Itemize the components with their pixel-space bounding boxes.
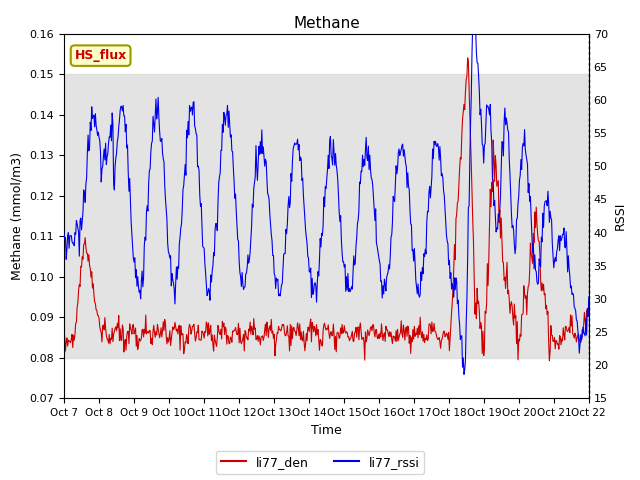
Y-axis label: RSSI: RSSI: [613, 202, 627, 230]
X-axis label: Time: Time: [311, 424, 342, 437]
Text: HS_flux: HS_flux: [74, 49, 127, 62]
Y-axis label: Methane (mmol/m3): Methane (mmol/m3): [11, 152, 24, 280]
Title: Methane: Methane: [293, 16, 360, 31]
Legend: li77_den, li77_rssi: li77_den, li77_rssi: [216, 451, 424, 474]
Bar: [64, 74, 589, 358]
